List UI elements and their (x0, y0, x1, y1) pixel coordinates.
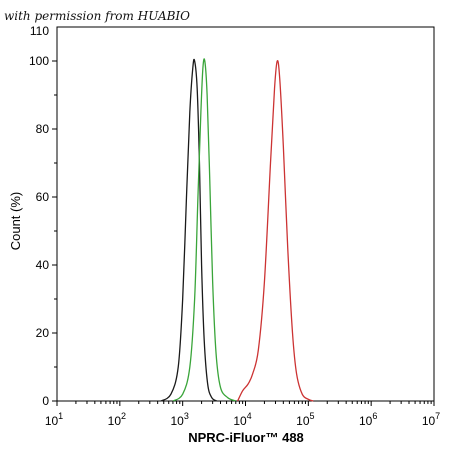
series-line-1 (160, 58, 218, 402)
series-layer (160, 58, 314, 402)
plot-border (56, 26, 435, 402)
y-tick-label-top: 110 (30, 24, 49, 38)
y-axis-ticks: 0 20 40 60 80 100 110 (29, 24, 57, 408)
plot-frame (56, 26, 435, 402)
series-line-2 (172, 58, 237, 402)
y-tick-label: 80 (36, 122, 50, 136)
x-tick-label: 103 (170, 411, 188, 428)
x-tick-label: 101 (45, 411, 63, 428)
y-tick-label: 20 (36, 326, 50, 340)
y-tick-label: 40 (36, 258, 50, 272)
x-tick-label: 106 (359, 411, 377, 428)
y-tick-label: 60 (36, 190, 50, 204)
x-tick-label: 102 (108, 411, 126, 428)
x-axis-label: NPRC-iFluor™ 488 (188, 430, 304, 445)
x-tick-label: 107 (422, 411, 440, 428)
watermark-text: with permission from HUABIO (4, 9, 190, 23)
series-line-3 (237, 60, 314, 402)
y-tick-label: 0 (42, 394, 49, 408)
y-tick-label: 100 (29, 54, 49, 68)
y-axis-label: Count (%) (8, 192, 23, 251)
x-axis-ticks: 101 102 103 104 105 106 107 (45, 401, 440, 428)
x-tick-label: 105 (296, 411, 314, 428)
x-tick-label: 104 (233, 411, 251, 428)
